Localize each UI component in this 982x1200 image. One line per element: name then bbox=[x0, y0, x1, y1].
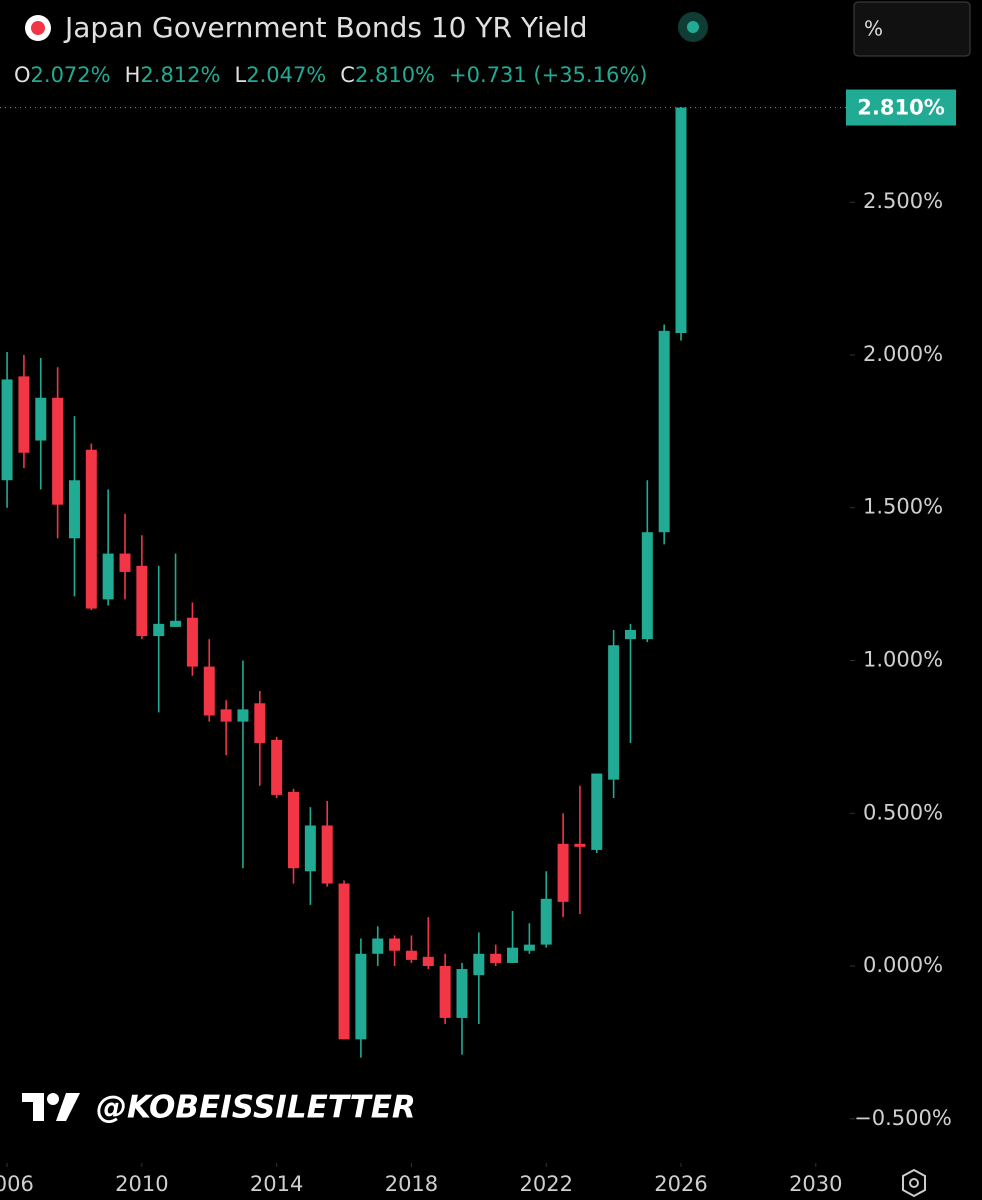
candle-body bbox=[102, 553, 114, 600]
x-tick-label: 2030 bbox=[789, 1172, 842, 1196]
legend-key: O bbox=[14, 63, 31, 87]
candle-body bbox=[18, 376, 30, 453]
status-dot bbox=[687, 21, 699, 33]
x-tick-label: 2026 bbox=[654, 1172, 707, 1196]
y-tick-label: 2.000% bbox=[863, 342, 943, 366]
candle-body bbox=[507, 947, 519, 963]
legend-key: H bbox=[125, 63, 141, 87]
candle-body bbox=[490, 953, 502, 963]
candle-body bbox=[170, 620, 182, 627]
candle-body bbox=[523, 944, 535, 951]
candle-body bbox=[624, 629, 636, 640]
legend-value: 2.072% bbox=[31, 63, 111, 87]
candle-body bbox=[557, 843, 569, 902]
x-tick-label: 2018 bbox=[385, 1172, 438, 1196]
candle-body bbox=[203, 666, 215, 716]
candle-body bbox=[405, 950, 417, 960]
last-price-tag bbox=[846, 89, 956, 126]
candle-body bbox=[658, 330, 670, 533]
unit-button[interactable] bbox=[853, 1, 971, 57]
legend-change: +0.731 (+35.16%) bbox=[449, 63, 647, 87]
candle-body bbox=[389, 938, 401, 951]
candle-body bbox=[85, 449, 97, 609]
last-price-label: 2.810% bbox=[857, 96, 944, 120]
candle-body bbox=[35, 397, 47, 441]
candle-body bbox=[186, 617, 198, 667]
legend-key: C bbox=[340, 63, 355, 87]
legend-value: 2.812% bbox=[140, 63, 220, 87]
candle-body bbox=[608, 645, 620, 780]
candle-body bbox=[52, 397, 64, 505]
plot-area bbox=[0, 106, 855, 1167]
candle-body bbox=[641, 532, 653, 640]
watermark: @KOBEISSILETTER bbox=[96, 1090, 416, 1126]
candle-body bbox=[338, 883, 350, 1040]
candle-body bbox=[439, 966, 451, 1018]
legend-key: L bbox=[234, 63, 246, 87]
y-tick-label: 1.500% bbox=[863, 495, 943, 519]
candle-body bbox=[321, 825, 333, 884]
settings-icon[interactable] bbox=[902, 1168, 926, 1198]
y-tick-label: 1.000% bbox=[863, 648, 943, 672]
candle-body bbox=[153, 623, 165, 637]
symbol-icon-dot bbox=[31, 21, 45, 35]
candle-body bbox=[422, 956, 434, 967]
x-tick-label: 2006 bbox=[0, 1172, 34, 1196]
candle-body bbox=[119, 553, 131, 572]
candle-body bbox=[540, 898, 552, 945]
candle-body bbox=[304, 825, 316, 872]
y-tick-label: −0.500% bbox=[854, 1106, 952, 1130]
candle-body bbox=[68, 480, 80, 539]
candle-body bbox=[220, 709, 232, 722]
candle-body bbox=[591, 773, 603, 850]
candle-body bbox=[254, 703, 266, 743]
candle-body bbox=[456, 969, 468, 1018]
ohlc-legend: O2.072% H2.812% L2.047% C2.810% +0.731 (+35.… bbox=[14, 63, 647, 87]
candle-body bbox=[355, 953, 367, 1040]
y-tick-label: 0.500% bbox=[863, 800, 943, 824]
candle-body bbox=[288, 791, 300, 869]
candle-body bbox=[675, 107, 687, 333]
candle-body bbox=[271, 739, 283, 795]
candle-body bbox=[237, 709, 249, 722]
y-tick-label: 2.500% bbox=[863, 189, 943, 213]
legend-value: 2.810% bbox=[355, 63, 435, 87]
candle-body bbox=[136, 565, 148, 637]
chart-title: Japan Government Bonds 10 YR Yield bbox=[63, 11, 588, 44]
watermark-logo bbox=[22, 1093, 80, 1121]
x-tick-label: 2010 bbox=[115, 1172, 168, 1196]
candle-body bbox=[574, 843, 586, 847]
candle-body bbox=[473, 953, 485, 976]
legend-value: 2.047% bbox=[246, 63, 326, 87]
unit-button-label[interactable]: % bbox=[864, 17, 883, 41]
candle-body bbox=[1, 379, 13, 481]
x-tick-label: 2014 bbox=[250, 1172, 303, 1196]
candle-body bbox=[372, 938, 384, 954]
y-tick-label: 0.000% bbox=[863, 953, 943, 977]
x-tick-label: 2022 bbox=[520, 1172, 573, 1196]
